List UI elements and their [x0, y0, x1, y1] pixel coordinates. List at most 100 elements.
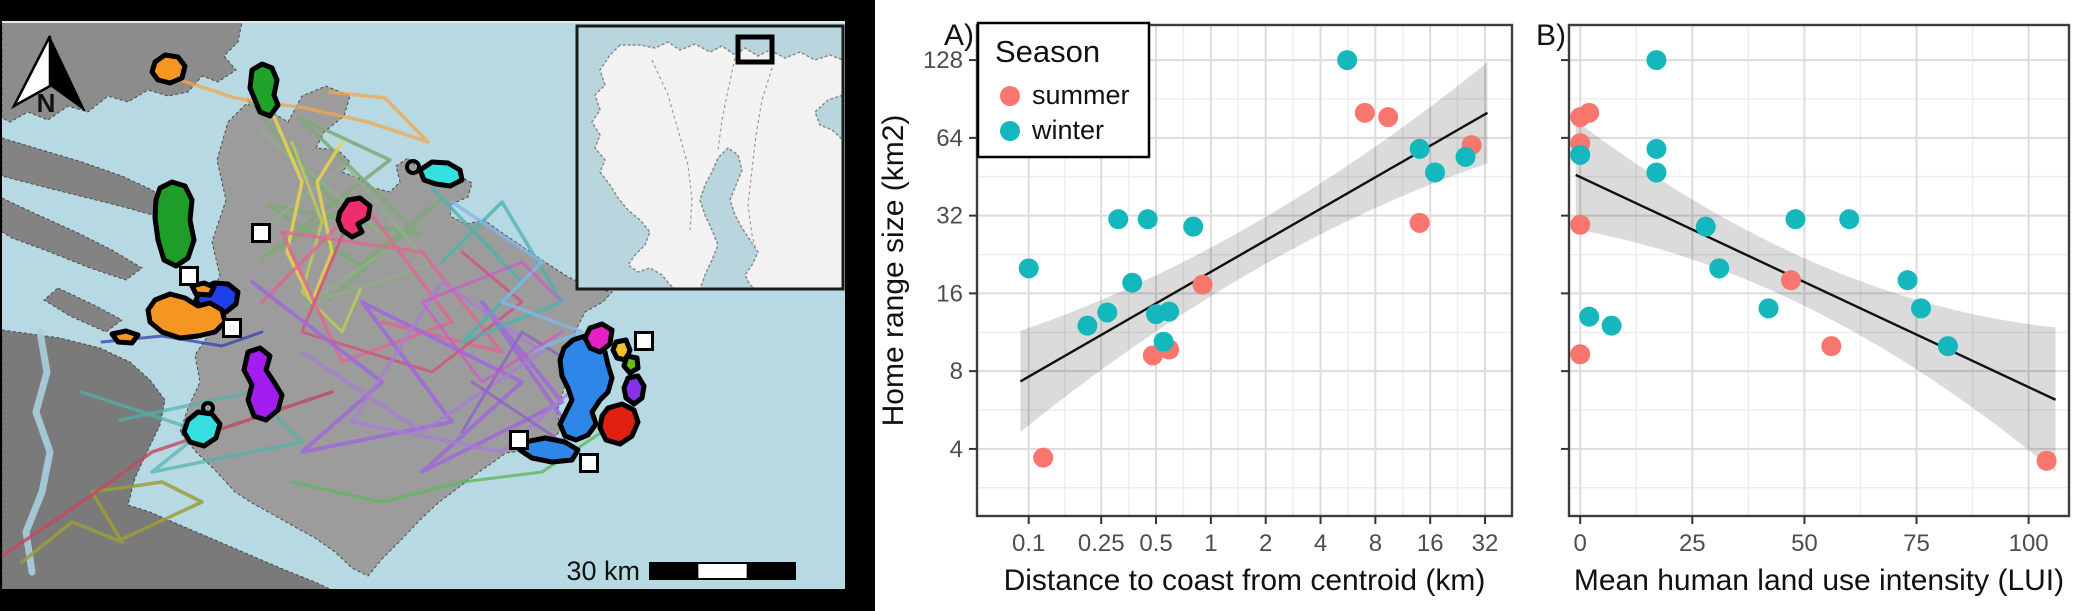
plot-background: [1569, 25, 2069, 516]
settlement-square-icon: [509, 430, 529, 450]
data-point-winter: [1839, 209, 1860, 230]
y-tick-label: 128: [923, 47, 963, 74]
north-label: N: [37, 88, 56, 118]
x-tick-label: 0.1: [1012, 530, 1045, 557]
settlement-square-icon: [251, 223, 271, 243]
data-point-winter: [1709, 258, 1730, 279]
data-point-winter: [1153, 331, 1174, 352]
inset-scandinavia-land: [591, 41, 844, 290]
data-point-summer: [2036, 450, 2057, 471]
gps-track-2: [163, 73, 430, 144]
data-point-winter: [1646, 50, 1667, 71]
data-point-winter: [1137, 209, 1158, 230]
data-point-winter: [1424, 162, 1445, 183]
data-point-winter: [1937, 336, 1958, 357]
x-tick-label: 50: [1791, 530, 1818, 557]
data-point-winter: [1455, 146, 1476, 167]
data-point-winter: [1785, 209, 1806, 230]
data-point-summer: [1354, 102, 1375, 123]
home-range-yellowgreen-east: [621, 353, 641, 376]
gps-track-10: [430, 186, 564, 344]
data-point-summer: [1780, 270, 1801, 291]
home-range-orange-north: [149, 52, 188, 86]
data-point-summer: [1142, 345, 1163, 366]
north-arrow-icon: N: [11, 35, 86, 118]
data-point-winter: [1409, 138, 1430, 159]
home-range-purple-east: [621, 373, 647, 407]
home-range-purple-central: [241, 345, 285, 423]
data-point-winter: [1646, 162, 1667, 183]
gps-track-14: [20, 480, 204, 564]
data-point-winter: [1695, 216, 1716, 237]
data-point-summer: [1409, 212, 1430, 233]
x-tick-label: 16: [1417, 530, 1444, 557]
data-point-summer: [1033, 447, 1054, 468]
confidence-band: [1575, 120, 2056, 473]
home-range-cyan-northeast: [417, 159, 465, 189]
data-point-summer: [1570, 344, 1591, 365]
y-tick-label: 16: [936, 280, 963, 307]
x-tick-label: 0.5: [1139, 530, 1172, 557]
gps-track-12: [450, 200, 584, 354]
inset-country-border: [651, 59, 693, 231]
data-point-winter: [1579, 306, 1600, 327]
data-point-winter: [1337, 50, 1358, 71]
data-point-winter: [1183, 216, 1204, 237]
chart-panel-b: 0 25 50 75 100 Mean human land use intensity …: [1536, 19, 2071, 597]
y-tick-label: 32: [936, 203, 963, 230]
legend-label-summer: summer: [1032, 80, 1130, 110]
data-point-summer: [1378, 107, 1399, 128]
home-range-ring: [201, 401, 215, 415]
gps-track-8: [300, 280, 572, 454]
settlement-square-icon: [179, 266, 199, 286]
gps-track-6: [300, 210, 524, 374]
legend-label-winter: winter: [1031, 115, 1104, 145]
gps-track-11: [80, 390, 304, 474]
x-tick-label: 2: [1259, 530, 1272, 557]
legend-swatch-summer: [1000, 86, 1020, 106]
panel-label: B): [1536, 19, 1566, 52]
land-mainland-nw: [2, 23, 243, 123]
gps-track-5: [260, 200, 504, 364]
map-top-border: [2, 21, 845, 23]
x-axis-title: Distance to coast from centroid (km): [1004, 564, 1486, 597]
inset-country-border: [747, 67, 773, 251]
home-range-blue-south: [517, 435, 581, 465]
y-tick-label: 4: [950, 436, 963, 463]
data-point-winter: [1159, 301, 1180, 322]
x-tick-label: 0.25: [1078, 530, 1125, 557]
data-point-summer: [1570, 214, 1591, 235]
x-tick-label: 0: [1574, 530, 1587, 557]
data-point-winter: [1570, 144, 1591, 165]
land-finger-2: [2, 197, 143, 281]
inset-map: [575, 24, 845, 291]
data-point-winter: [1758, 298, 1779, 319]
y-tick-label: 8: [950, 358, 963, 385]
data-point-winter: [1077, 315, 1098, 336]
data-point-winter: [1018, 258, 1039, 279]
gps-track-13: [22, 328, 54, 576]
y-tick-label: 64: [936, 125, 963, 152]
legend-swatch-winter: [1000, 121, 1020, 141]
home-range-green-mid: [152, 179, 197, 269]
data-point-winter: [1097, 302, 1118, 323]
scale-bar: 30 km: [566, 556, 796, 586]
land-finger-3: [43, 287, 123, 333]
land-mainland-sw: [2, 329, 332, 589]
data-point-winter: [1897, 270, 1918, 291]
settlement-square-icon: [222, 318, 242, 338]
scale-label: 30 km: [566, 556, 640, 586]
settlement-square-icon: [579, 453, 599, 473]
inset-country-border: [717, 57, 736, 151]
inset-border: [575, 24, 845, 291]
data-point-winter: [1122, 272, 1143, 293]
home-range-orange-central: [145, 291, 228, 341]
gps-track-7: [250, 280, 574, 474]
home-range-blue-east-large: [557, 333, 615, 443]
settlement-square-icon: [634, 331, 654, 351]
x-tick-label: 1: [1204, 530, 1217, 557]
data-point-summer: [1821, 336, 1842, 357]
data-point-summer: [1579, 102, 1600, 123]
regression-line: [1575, 173, 2057, 401]
